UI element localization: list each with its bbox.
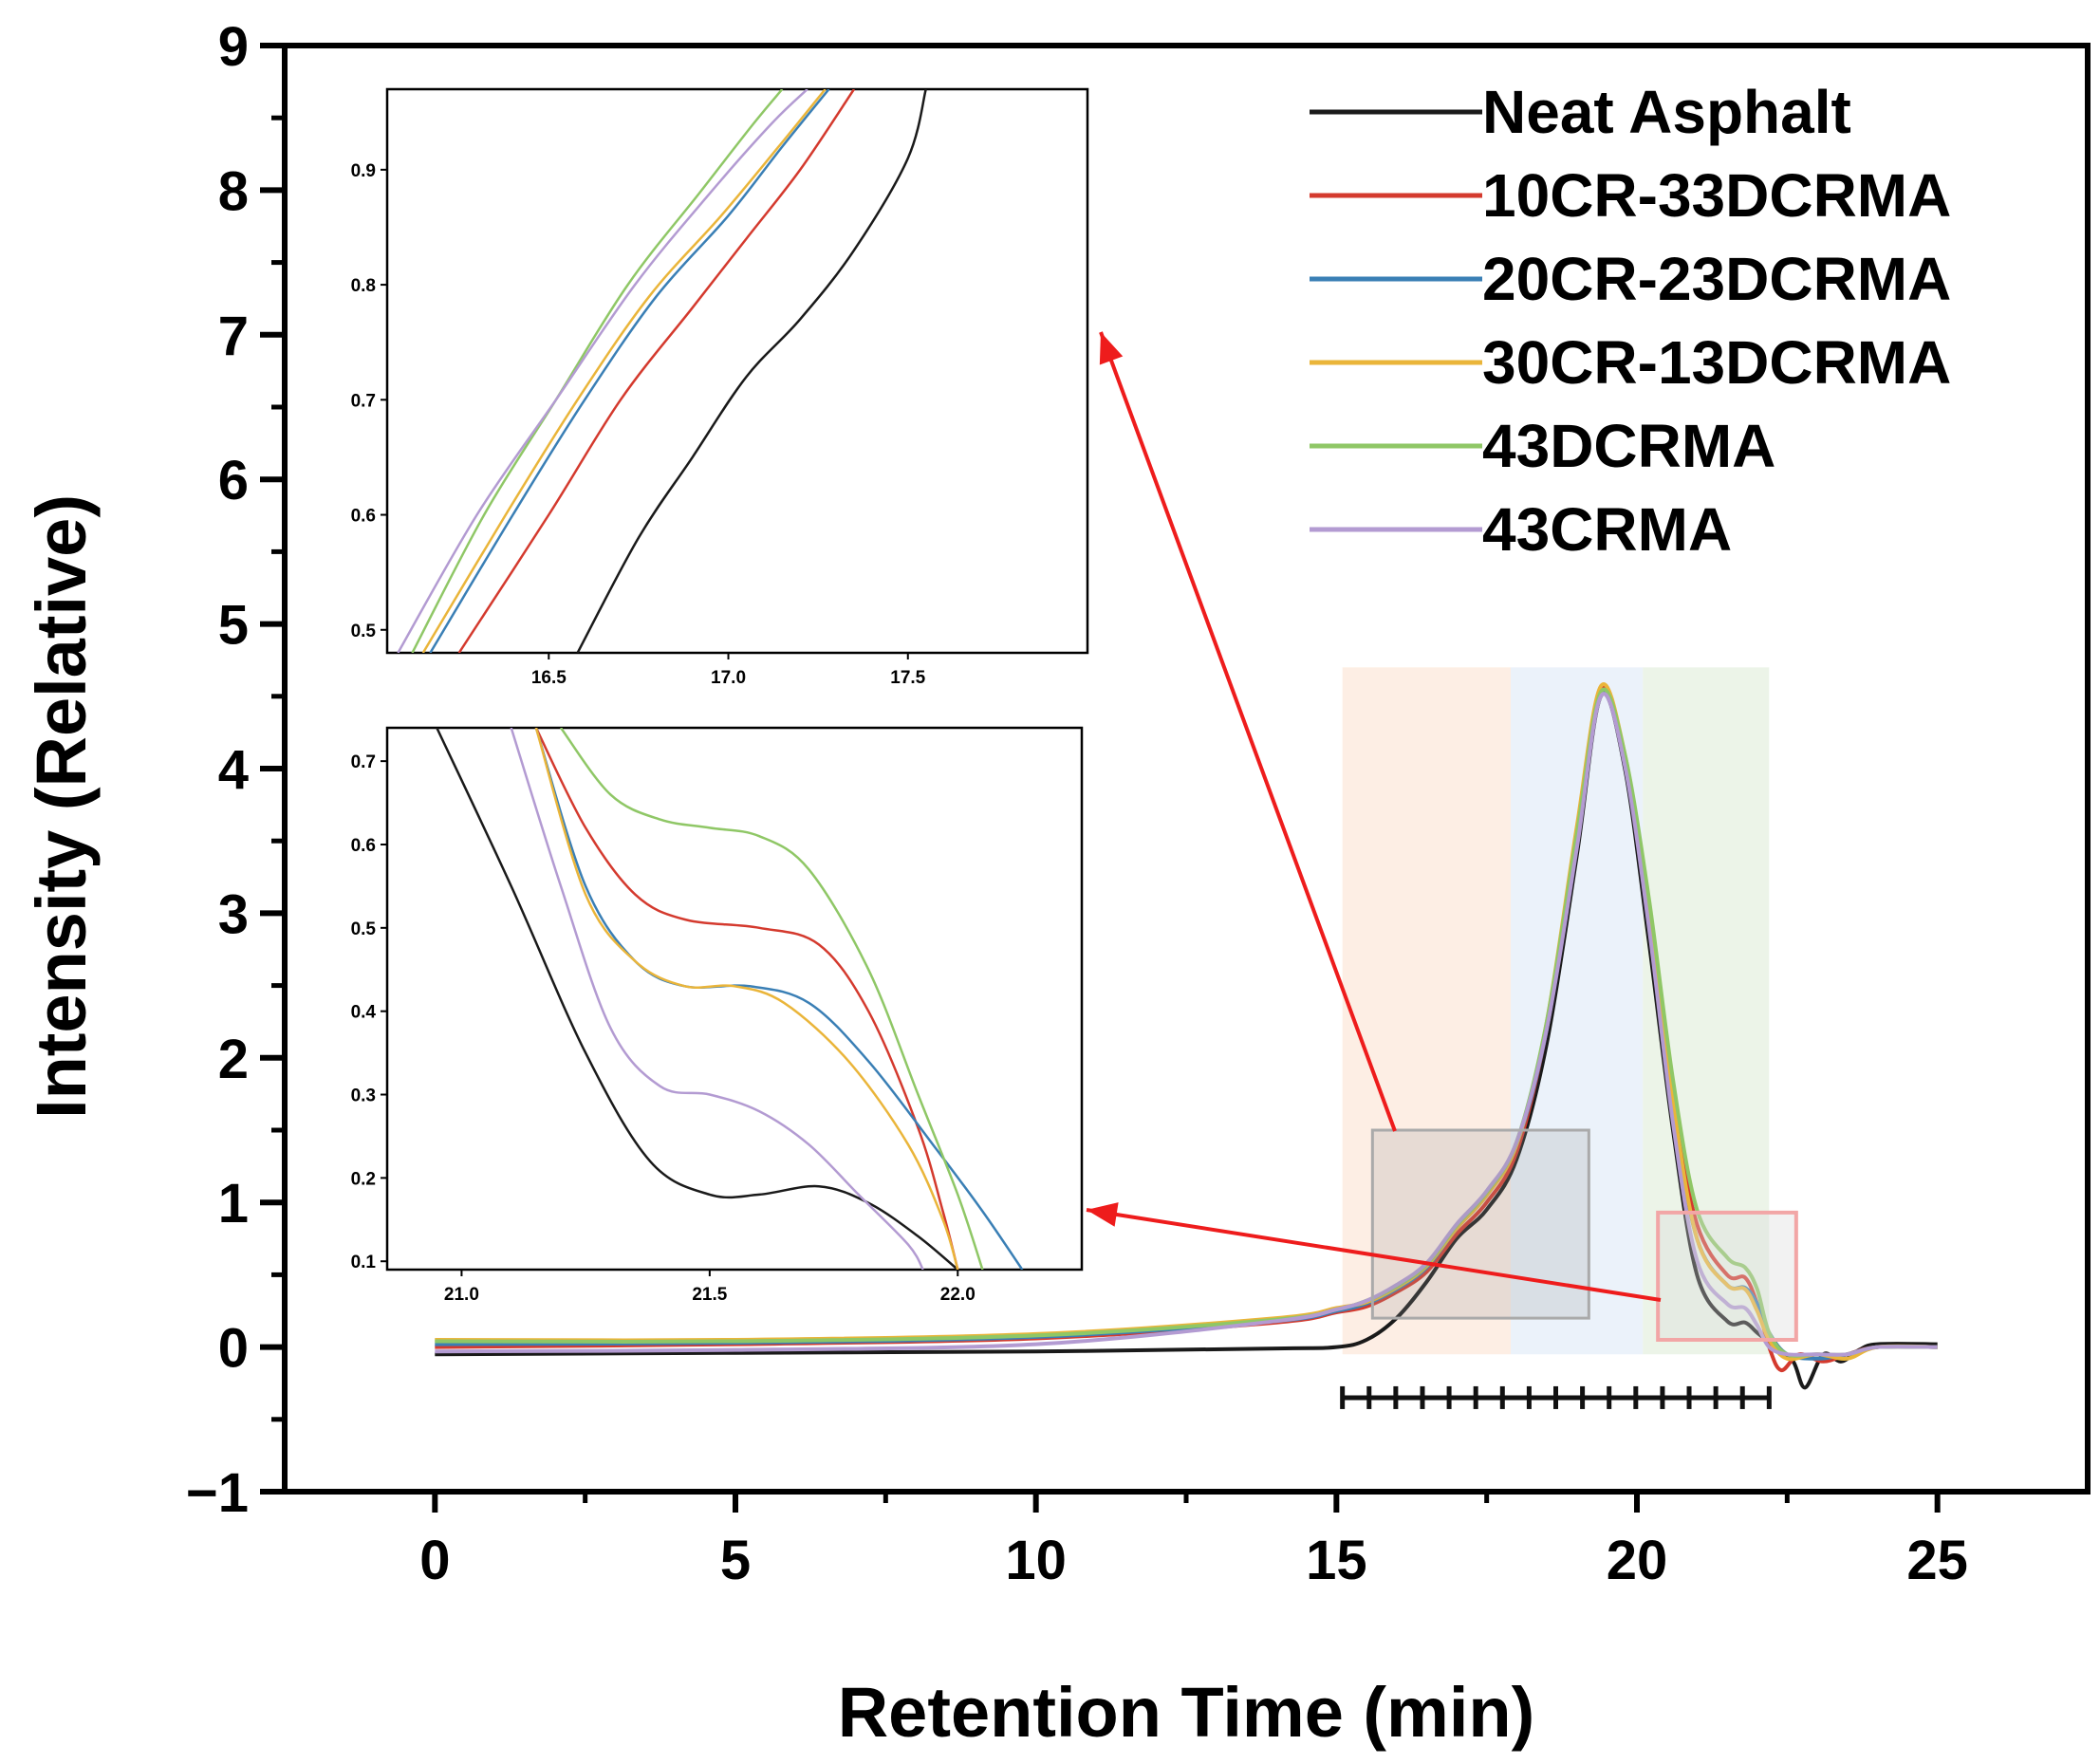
inset-top-series-4 (421, 89, 827, 653)
inset-top-x-tick-label: 17.5 (890, 668, 925, 688)
x-tick-label: 10 (1005, 1530, 1067, 1591)
inset-top-series-1 (576, 89, 927, 653)
inset-bottom-x-tick-label: 22.0 (940, 1285, 976, 1305)
inset-bottom-y-tick-label: 0.1 (351, 1253, 377, 1272)
y-tick-label: −1 (186, 1462, 249, 1524)
shaded-region-1 (1342, 667, 1511, 1355)
inset-top-y-tick-label: 0.9 (351, 161, 376, 181)
inset-bottom-series-1 (436, 728, 959, 1270)
inset-bottom-series-6 (510, 728, 924, 1270)
inset-bottom-y-tick-label: 0.3 (351, 1086, 376, 1106)
axes: 0 5 10 15 20 25 −1 0 1 2 3 4 5 6 7 8 9 (186, 16, 2091, 1591)
arrow-head (1099, 332, 1124, 365)
inset-top-series-3 (429, 89, 830, 653)
legend-label-4: 30CR-13DCRMA (1482, 328, 1951, 397)
zoom-overlays (1086, 331, 1798, 1342)
arrow-to-bottom-inset (1086, 1202, 1662, 1302)
inset-top-frame (385, 87, 1089, 655)
x-tick-label: 25 (1906, 1530, 1968, 1591)
inset-bottom-series-5 (559, 728, 984, 1270)
inset-top-series-5 (411, 89, 784, 653)
series-line-5 (435, 687, 1938, 1358)
inset-bottom: 21.0 21.5 22.0 0.1 0.2 0.3 0.4 0.5 0.6 0.7 (351, 726, 1084, 1305)
y-tick-label: 1 (218, 1173, 249, 1235)
inset-bottom-x-tick-label: 21.5 (692, 1285, 727, 1305)
inset-top-y-tick-label: 0.5 (351, 622, 377, 641)
y-tick-label: 2 (218, 1029, 249, 1090)
x-tick-label: 0 (419, 1530, 450, 1591)
inset-bottom-y-tick-label: 0.7 (351, 752, 376, 772)
zoom-box-top (1370, 1128, 1590, 1320)
inset-bottom-series-3 (534, 728, 1024, 1270)
y-tick-label: 5 (218, 595, 249, 657)
legend-label-3: 20CR-23DCRMA (1482, 245, 1951, 313)
inset-bottom-x-tick-label: 21.0 (444, 1285, 479, 1305)
y-tick-label: 4 (218, 739, 249, 801)
inset-bottom-y-tick-label: 0.5 (351, 919, 377, 939)
inset-top: 16.5 17.0 17.5 0.5 0.6 0.7 0.8 0.9 (351, 87, 1089, 688)
y-tick-label: 3 (218, 883, 249, 945)
x-tick-label: 15 (1306, 1530, 1367, 1591)
x-tick-label: 5 (720, 1530, 751, 1591)
inset-bottom-y-tick-label: 0.4 (351, 1003, 377, 1023)
inset-bottom-y-tick-label: 0.2 (351, 1169, 376, 1189)
inset-top-series-2 (457, 89, 856, 653)
arrow-head (1087, 1202, 1119, 1227)
inset-top-y-tick-label: 0.8 (351, 276, 376, 296)
zoom-box-bottom (1656, 1210, 1798, 1342)
arrow-shaft (1086, 1208, 1662, 1302)
inset-top-x-tick-label: 17.0 (711, 668, 746, 688)
legend-label-2: 10CR-33DCRMA (1482, 161, 1951, 230)
arrow-to-top-inset (1099, 331, 1397, 1132)
shaded-region-2 (1511, 667, 1644, 1355)
inset-bottom-lines (436, 728, 1024, 1270)
y-tick-label: 9 (218, 16, 249, 78)
y-tick-label: 7 (218, 306, 249, 367)
inset-top-y-tick-label: 0.6 (351, 507, 376, 527)
y-axis-title: Intensity (Relative) (22, 494, 101, 1119)
inset-top-y-tick-label: 0.7 (351, 391, 376, 411)
inset-bottom-frame (385, 726, 1084, 1272)
main-plot-area (435, 682, 1938, 1409)
inset-top-series-6 (397, 89, 808, 653)
y-tick-label: 6 (218, 450, 249, 511)
legend-label-6: 43CRMA (1482, 495, 1732, 564)
x-axis-title: Retention Time (min) (838, 1673, 1535, 1752)
inset-bottom-series-2 (534, 728, 959, 1270)
x-tick-label: 20 (1607, 1530, 1668, 1591)
inset-bottom-y-tick-label: 0.6 (351, 836, 376, 856)
legend: Neat Asphalt 10CR-33DCRMA 20CR-23DCRMA 30CR… (1310, 78, 1951, 564)
inset-bottom-series-4 (534, 728, 959, 1270)
shaded-regions (1342, 667, 1770, 1355)
y-tick-label: 0 (218, 1318, 249, 1380)
arrow-shaft (1099, 331, 1397, 1132)
legend-label-5: 43DCRMA (1482, 412, 1775, 480)
y-tick-label: 8 (218, 160, 249, 222)
inset-top-lines (397, 89, 927, 653)
legend-label-1: Neat Asphalt (1482, 78, 1851, 146)
inset-top-x-tick-label: 16.5 (531, 668, 567, 688)
